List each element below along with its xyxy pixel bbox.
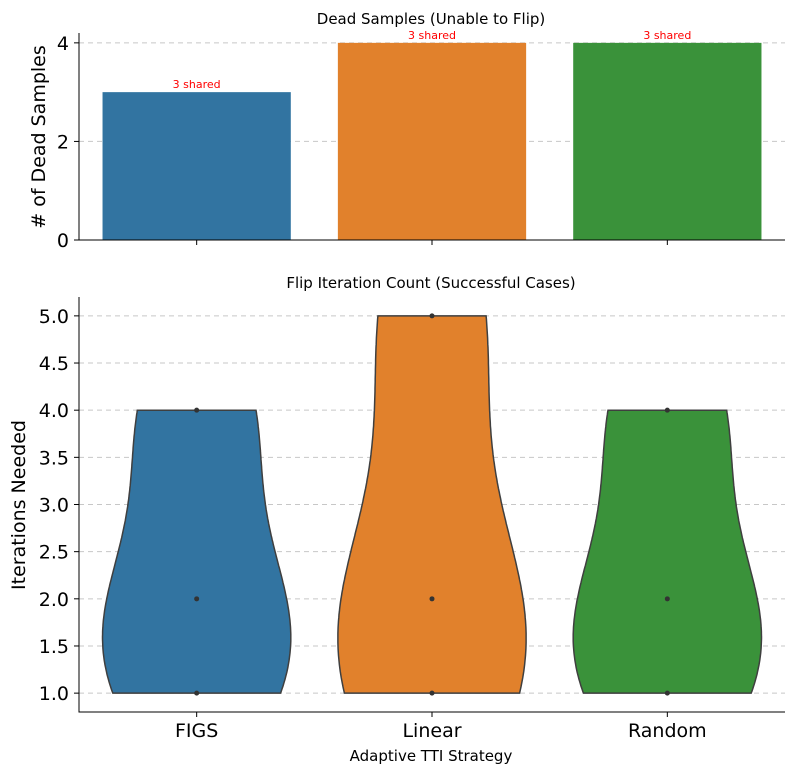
bottom-y-tick-label: 1.5	[39, 636, 69, 658]
violin-point	[664, 596, 670, 602]
bottom-y-tick-label: 3.0	[39, 495, 69, 517]
top-bars	[102, 42, 762, 241]
bottom-chart-title: Flip Iteration Count (Successful Cases)	[286, 274, 575, 292]
violin-linear	[337, 315, 527, 694]
top-y-ticks: 0 2 4	[57, 33, 79, 252]
bar-random	[573, 42, 762, 240]
bar-annotation: 3 shared	[173, 78, 221, 91]
bottom-y-ticks: 1.0 1.5 2.0 2.5 3.0 3.5 4.0 4.5 5.0	[39, 306, 79, 705]
bottom-panel: Flip Iteration Count (Successful Cases) …	[8, 274, 785, 765]
bottom-y-tick-label: 5.0	[39, 306, 69, 328]
bottom-points	[194, 313, 670, 696]
top-y-axis-label: # of Dead Samples	[28, 45, 50, 229]
bar-linear	[337, 42, 527, 240]
top-panel: Dead Samples (Unable to Flip) 3 shared3 …	[28, 10, 785, 252]
bottom-y-axis-label: Iterations Needed	[8, 420, 30, 590]
violin-point	[664, 407, 670, 413]
top-x-ticks	[196, 240, 668, 245]
bottom-y-tick-label: 4.5	[39, 353, 69, 375]
x-tick-label-figs: FIGS	[175, 720, 218, 742]
violin-point	[194, 407, 200, 413]
top-chart-title: Dead Samples (Unable to Flip)	[317, 10, 545, 28]
violin-random	[572, 409, 763, 694]
bottom-y-tick-label: 4.0	[39, 400, 69, 422]
bottom-axes	[78, 297, 785, 713]
bar-annotation: 3 shared	[408, 29, 456, 42]
top-annotations: 3 shared 3 shared 3 shared	[173, 29, 692, 91]
top-y-tick-label: 0	[57, 230, 69, 252]
x-tick-label-random: Random	[628, 720, 707, 742]
top-y-tick-label: 2	[57, 131, 69, 153]
violin-point	[664, 690, 670, 696]
violin-point	[429, 690, 435, 696]
violin-point	[429, 313, 435, 319]
bar-figs	[102, 92, 291, 241]
top-y-tick-label: 4	[57, 33, 69, 55]
bar-annotation: 3 shared	[643, 29, 691, 42]
x-tick-label-linear: Linear	[402, 720, 461, 742]
violin-point	[194, 690, 200, 696]
bottom-x-axis-label: Adaptive TTI Strategy	[350, 747, 513, 765]
violin-point	[194, 596, 200, 602]
bottom-y-tick-label: 1.0	[39, 683, 69, 705]
bottom-x-ticks: FIGS Linear Random	[175, 712, 707, 742]
bottom-y-tick-label: 2.5	[39, 542, 69, 564]
violin-point	[429, 596, 435, 602]
bottom-y-tick-label: 3.5	[39, 447, 69, 469]
bottom-y-tick-label: 2.0	[39, 589, 69, 611]
violin-figs	[101, 409, 292, 694]
bottom-violins	[101, 315, 763, 694]
